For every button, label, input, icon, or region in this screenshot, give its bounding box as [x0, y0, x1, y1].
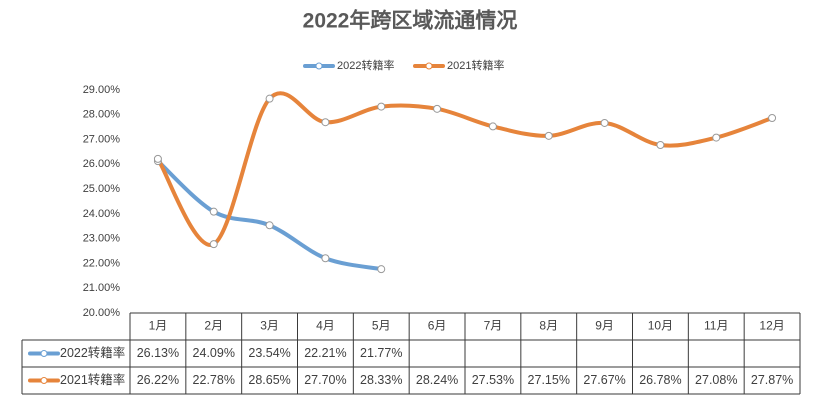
table-cell: 22.21%: [304, 346, 346, 360]
table-cell: 27.53%: [472, 373, 514, 387]
y-tick-label: 25.00%: [83, 183, 121, 195]
legend-label: 2022转籍率: [337, 58, 394, 72]
x-tick-label: 12月: [759, 319, 784, 333]
line: [155, 159, 384, 272]
table-legend-marker: [40, 377, 48, 384]
y-tick-label: 28.00%: [83, 109, 121, 121]
marker: [600, 118, 609, 127]
x-tick-label: 7月: [484, 319, 503, 333]
y-tick-label: 24.00%: [83, 208, 121, 220]
table-cell: 28.33%: [360, 373, 402, 387]
y-tick-label: 23.00%: [83, 233, 121, 245]
table-cell: 24.09%: [193, 346, 235, 360]
marker: [265, 94, 274, 103]
x-tick-label: 8月: [539, 319, 558, 333]
marker: [209, 207, 218, 216]
table-cell: 21.77%: [360, 346, 402, 360]
marker: [433, 104, 442, 113]
x-tick-label: 1月: [149, 319, 168, 333]
marker: [209, 240, 218, 249]
marker: [321, 118, 330, 127]
marker: [377, 265, 386, 274]
table-cell: 28.24%: [416, 373, 458, 387]
y-tick-label: 20.00%: [83, 307, 121, 319]
table-cell: 27.87%: [751, 373, 793, 387]
table-cell: 27.70%: [304, 373, 346, 387]
x-tick-label: 6月: [428, 319, 447, 333]
x-tick-label: 11月: [704, 319, 728, 333]
table-cell: 28.65%: [248, 373, 290, 387]
x-tick-label: 3月: [260, 319, 279, 333]
marker: [488, 122, 497, 131]
marker: [153, 154, 162, 163]
y-tick-label: 22.00%: [83, 257, 121, 269]
table-cell: 27.15%: [528, 373, 570, 387]
legend-label: 2021转籍率: [447, 58, 504, 72]
marker: [768, 113, 777, 122]
table-cell: 22.78%: [193, 373, 235, 387]
marker: [544, 131, 553, 140]
table-row-label: 2022转籍率: [60, 345, 125, 360]
table-cell: 27.08%: [695, 373, 737, 387]
table-cell: 27.67%: [583, 373, 625, 387]
legend-key-marker: [315, 62, 323, 70]
chart-title: 2022年跨区域流通情况: [303, 9, 518, 33]
table-cell: 26.22%: [137, 373, 179, 387]
x-tick-label: 4月: [316, 319, 335, 333]
table-legend-marker: [40, 350, 48, 357]
marker: [321, 254, 330, 263]
y-tick-label: 27.00%: [83, 133, 121, 145]
x-tick-label: 10月: [648, 319, 673, 333]
table-cell: 26.78%: [639, 373, 681, 387]
marker: [656, 141, 665, 150]
marker: [265, 221, 274, 230]
x-tick-label: 5月: [372, 319, 391, 333]
table-cell: 26.13%: [137, 346, 179, 360]
marker: [377, 102, 386, 111]
table-row-label: 2021转籍率: [60, 372, 125, 387]
y-tick-label: 26.00%: [83, 158, 121, 170]
y-tick-label: 21.00%: [83, 282, 121, 294]
x-tick-label: 2月: [204, 319, 223, 333]
legend-key-marker: [425, 62, 433, 70]
y-tick-label: 29.00%: [83, 84, 121, 96]
marker: [712, 133, 721, 142]
x-tick-label: 9月: [595, 319, 614, 333]
table-cell: 23.54%: [248, 346, 290, 360]
